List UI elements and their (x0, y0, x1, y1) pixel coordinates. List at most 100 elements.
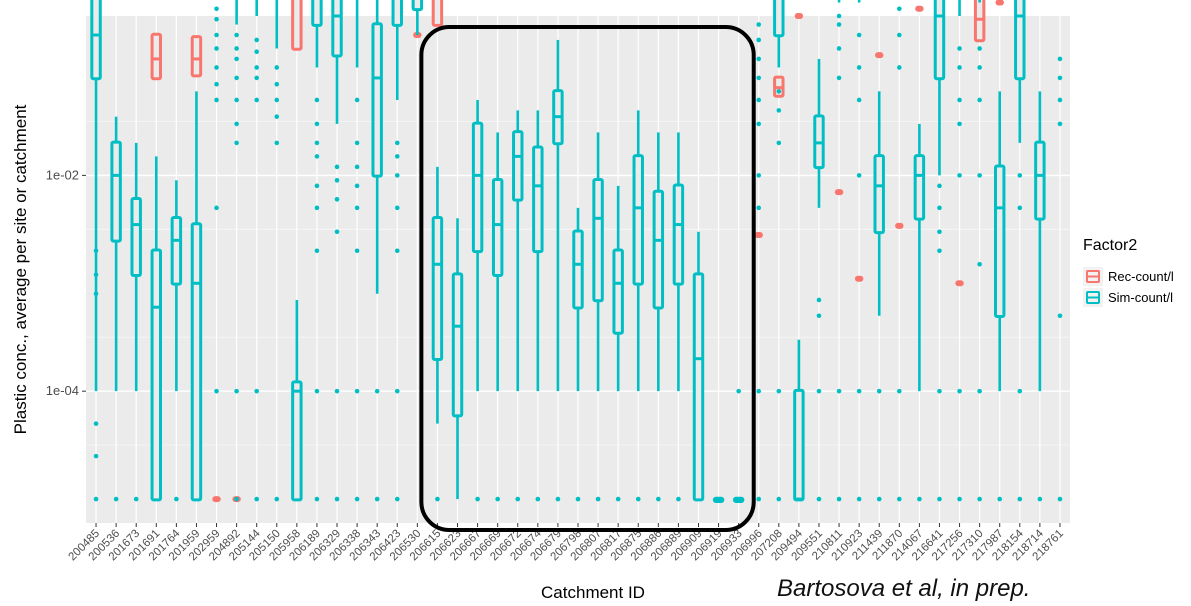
outlier-point (254, 37, 259, 43)
box-iqr (512, 130, 524, 202)
box-iqr (331, 0, 343, 58)
outlier-point (214, 6, 219, 12)
sim-box-206667 (471, 99, 484, 502)
outlier-point (856, 97, 862, 103)
outlier-point (977, 46, 982, 51)
outlier-point (354, 97, 360, 103)
sim-box-201673 (130, 142, 142, 502)
outlier-point (937, 183, 942, 189)
outlier-point (234, 496, 239, 502)
sim-box-206338 (354, 0, 360, 502)
outlier-point (1057, 56, 1063, 62)
outlier-point (816, 313, 822, 319)
sim-box-206343 (371, 0, 383, 502)
box-iqr (190, 222, 203, 502)
outlier-point (314, 140, 320, 146)
sim-box-218761 (1057, 56, 1063, 502)
outlier-point (816, 297, 822, 303)
sim-box-206875 (632, 110, 644, 502)
sim-box-206679 (552, 39, 564, 502)
box-iqr (592, 178, 604, 303)
rec-point-210923 (854, 275, 864, 282)
outlier-point (394, 496, 400, 502)
outlier-point (937, 229, 942, 235)
outlier-point (937, 388, 942, 394)
outlier-point (214, 97, 219, 103)
sim-box-207208 (773, 0, 785, 502)
sim-box-206807 (592, 132, 604, 502)
rec-point-206530 (413, 31, 422, 38)
box-iqr (110, 140, 122, 243)
sim-box-211439 (873, 91, 885, 502)
outlier-point (1057, 97, 1063, 103)
outlier-point (816, 388, 822, 394)
x-axis-label: Catchment ID (541, 583, 645, 602)
outlier-point (314, 205, 320, 211)
sim-box-206909 (692, 231, 705, 502)
outlier-point (836, 388, 842, 394)
outlier-point (977, 97, 982, 103)
sim-box-206669 (491, 132, 504, 502)
outlier-point (615, 496, 621, 502)
outlier-point (776, 140, 782, 146)
box-iqr (612, 248, 624, 335)
outlier-point (1017, 205, 1023, 211)
outlier-point (274, 97, 280, 103)
outlier-point (856, 496, 862, 502)
outlier-point (957, 65, 962, 70)
outlier-point (234, 121, 239, 127)
box-iqr (873, 154, 885, 235)
outlier-point (897, 496, 902, 502)
outlier-point (254, 75, 259, 81)
outlier-point (314, 183, 320, 189)
rec-box-201959 (190, 35, 203, 78)
box-iqr (150, 248, 163, 502)
outlier-point (314, 154, 320, 159)
outlier-point (776, 89, 782, 94)
highlight-box (419, 25, 756, 532)
box-iqr (1034, 140, 1046, 221)
outlier-point (515, 496, 521, 502)
box-iqr (632, 154, 644, 286)
outlier-point (314, 248, 320, 254)
outlier-point (957, 388, 962, 394)
outlier-point (876, 496, 882, 502)
outlier-point (113, 496, 119, 502)
outlier-point (354, 388, 360, 394)
outlier-point (656, 496, 661, 502)
box-iqr (692, 272, 705, 502)
outlier-point (374, 388, 380, 394)
outlier-point (937, 248, 942, 254)
box-iqr (451, 272, 464, 418)
outlier-point (314, 496, 320, 502)
legend-title: Factor2 (1083, 237, 1137, 254)
box-iqr (391, 0, 403, 27)
outlier-point (234, 140, 239, 146)
outlier-point (1017, 173, 1023, 178)
outlier-point (555, 496, 561, 502)
sim-box-210811 (836, 0, 842, 502)
outlier-point (595, 496, 601, 502)
sim-box-218714 (1034, 91, 1046, 502)
outlier-point (334, 388, 340, 394)
box-iqr (431, 0, 444, 27)
sim-box-204892 (234, 0, 239, 502)
sim-box-206817 (612, 185, 624, 502)
outlier-point (997, 496, 1003, 502)
box-iqr (291, 0, 303, 51)
sim-box-206996 (756, 22, 762, 502)
outlier-point (334, 229, 340, 235)
rec-point-217256 (955, 280, 964, 287)
outlier-point (354, 140, 360, 146)
y-tick-label: 1e-04 (46, 383, 79, 398)
legend: Factor2 Rec-count/l Sim-count/l (1083, 237, 1174, 307)
outlier-point (736, 388, 741, 394)
outlier-point (856, 388, 862, 394)
box-iqr (170, 216, 183, 286)
outlier-point (856, 32, 862, 38)
outlier-point (957, 97, 962, 103)
outlier-point (756, 56, 762, 62)
box-iqr (291, 380, 303, 502)
outlier-point (254, 496, 259, 502)
outlier-point (234, 97, 239, 103)
